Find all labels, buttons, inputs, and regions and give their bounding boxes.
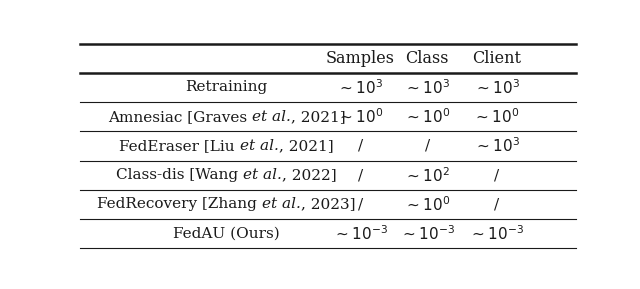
Text: et al.: et al. bbox=[252, 110, 291, 124]
Text: /: / bbox=[424, 139, 430, 153]
Text: $\sim 10^{0}$: $\sim 10^{0}$ bbox=[404, 195, 451, 214]
Text: $\sim 10^{3}$: $\sim 10^{3}$ bbox=[337, 78, 383, 97]
Text: et al.: et al. bbox=[243, 168, 282, 182]
Text: /: / bbox=[358, 168, 363, 182]
Text: et al.: et al. bbox=[240, 139, 279, 153]
Text: $\sim 10^{2}$: $\sim 10^{2}$ bbox=[404, 166, 450, 185]
Text: $\sim 10^{-3}$: $\sim 10^{-3}$ bbox=[469, 224, 524, 243]
Text: $\sim 10^{-3}$: $\sim 10^{-3}$ bbox=[399, 224, 455, 243]
Text: , 2021]: , 2021] bbox=[279, 139, 333, 153]
Text: $\sim 10^{3}$: $\sim 10^{3}$ bbox=[474, 137, 520, 155]
Text: FedRecovery [Zhang: FedRecovery [Zhang bbox=[97, 197, 262, 212]
Text: Samples: Samples bbox=[326, 50, 395, 67]
Text: , 2022]: , 2022] bbox=[282, 168, 337, 182]
Text: FedAU (Ours): FedAU (Ours) bbox=[173, 227, 280, 241]
Text: FedEraser [Liu: FedEraser [Liu bbox=[120, 139, 240, 153]
Text: Amnesiac [Graves: Amnesiac [Graves bbox=[108, 110, 252, 124]
Text: /: / bbox=[358, 139, 363, 153]
Text: , 2021]: , 2021] bbox=[291, 110, 345, 124]
Text: Retraining: Retraining bbox=[185, 80, 268, 95]
Text: et al.: et al. bbox=[262, 197, 301, 212]
Text: $\sim 10^{0}$: $\sim 10^{0}$ bbox=[474, 107, 520, 126]
Text: , 2023]: , 2023] bbox=[301, 197, 355, 212]
Text: $\sim 10^{3}$: $\sim 10^{3}$ bbox=[474, 78, 520, 97]
Text: $\sim 10^{0}$: $\sim 10^{0}$ bbox=[337, 107, 383, 126]
Text: Client: Client bbox=[472, 50, 521, 67]
Text: /: / bbox=[494, 168, 499, 182]
Text: /: / bbox=[494, 197, 499, 212]
Text: $\sim 10^{3}$: $\sim 10^{3}$ bbox=[404, 78, 451, 97]
Text: $\sim 10^{-3}$: $\sim 10^{-3}$ bbox=[333, 224, 388, 243]
Text: $\sim 10^{0}$: $\sim 10^{0}$ bbox=[404, 107, 451, 126]
Text: Class-dis [Wang: Class-dis [Wang bbox=[116, 168, 243, 182]
Text: /: / bbox=[358, 197, 363, 212]
Text: Class: Class bbox=[406, 50, 449, 67]
